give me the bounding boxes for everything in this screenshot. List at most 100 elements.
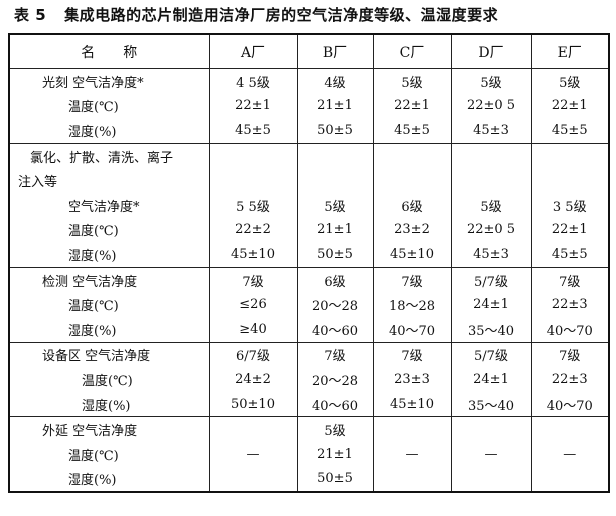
table-row: 湿度(%) 50±10 40～60 45±10 35～40 40～70 [8, 391, 610, 417]
table-caption: 集成电路的芯片制造用洁净厂房的空气洁净度等级、温湿度要求 [64, 6, 499, 24]
cell-plant-d: 24±1 [450, 367, 532, 392]
cell-plant-a [208, 142, 298, 169]
cell-plant-b: 20～28 [296, 292, 374, 317]
cell-plant-c: 7级 [372, 266, 452, 293]
cell-plant-c: 45±10 [372, 391, 452, 417]
cell-plant-b: 21±1 [296, 217, 374, 243]
cell-plant-c: 6级 [372, 192, 452, 218]
row-label: 光刻 空气洁净度* [8, 67, 210, 94]
cell-plant-d: 45±3 [450, 242, 532, 268]
table-title: 表 5 集成电路的芯片制造用洁净厂房的空气洁净度等级、温湿度要求 [14, 4, 498, 25]
table-row: 设备区 空气洁净度 6/7级 7级 7级 5/7级 7级 [8, 341, 610, 368]
cell-plant-d: 5/7级 [450, 266, 532, 293]
table-row: 温度(℃) 22±2 21±1 23±2 22±0 5 22±1 [8, 217, 610, 243]
cell-plant-e: — [530, 441, 610, 467]
cell-plant-e: 7级 [530, 341, 610, 368]
cell-plant-a [208, 416, 298, 442]
table-row: 湿度(%) 45±10 50±5 45±10 45±3 45±5 [8, 242, 610, 268]
cell-plant-b: 50±5 [296, 242, 374, 268]
cell-plant-d: 35～40 [450, 391, 532, 417]
cleanroom-requirements-table: 名 称 A厂 B厂 C厂 D厂 E厂 光刻 空气洁净度* 4 5级 4级 5级 5级 5级… [8, 33, 610, 494]
cell-plant-b: 20～28 [296, 367, 374, 392]
cell-plant-e: 22±3 [530, 292, 610, 317]
row-label: 设备区 空气洁净度 [8, 341, 210, 368]
table-row: 温度(℃) ≤26 20～28 18～28 24±1 22±3 [8, 292, 610, 317]
table-row: 湿度(%) 50±5 [8, 466, 610, 493]
cell-plant-d: 5级 [450, 67, 532, 94]
cell-plant-e [530, 466, 610, 493]
header-plant-b: B厂 [296, 34, 374, 69]
table-row: 湿度(%) 45±5 50±5 45±5 45±3 45±5 [8, 118, 610, 144]
header-name: 名 称 [8, 34, 210, 69]
cell-plant-b: 21±1 [296, 93, 374, 119]
cell-plant-b: 50±5 [296, 466, 374, 493]
cell-plant-a: 5 5级 [208, 192, 298, 218]
table-row: 温度(℃) —21±1— — — [8, 441, 610, 467]
row-label: 温度(℃) [8, 292, 210, 317]
header-plant-e: E厂 [530, 34, 610, 69]
cell-plant-c [372, 168, 452, 193]
cell-plant-b [296, 142, 374, 169]
cell-plant-a [208, 168, 298, 193]
row-label: 湿度(%) [8, 316, 210, 343]
cell-plant-b: 40～60 [296, 316, 374, 343]
cell-plant-d [450, 416, 532, 442]
cell-plant-a: 50±10 [208, 391, 298, 417]
cell-plant-c: 45±10 [372, 242, 452, 268]
cell-plant-b: 21±1 [296, 441, 374, 467]
cell-plant-e: 22±3 [530, 367, 610, 392]
table-row: 注入等 [8, 168, 610, 193]
cell-plant-c [372, 142, 452, 169]
cell-plant-d: 5级 [450, 192, 532, 218]
cell-plant-c: 45±5 [372, 118, 452, 144]
row-label: 湿度(%) [8, 391, 210, 417]
cell-plant-d [450, 466, 532, 493]
table-row: 光刻 空气洁净度* 4 5级 4级 5级 5级 5级 [8, 67, 610, 94]
cell-plant-e [530, 416, 610, 442]
table-number: 表 5 [14, 6, 47, 24]
cell-plant-d [450, 142, 532, 169]
cell-plant-e: 7级 [530, 266, 610, 293]
header-plant-d: D厂 [450, 34, 532, 69]
cell-plant-a: 7级 [208, 266, 298, 293]
cell-plant-e: 22±1 [530, 217, 610, 243]
cell-plant-d: 35～40 [450, 316, 532, 343]
cell-plant-a: 4 5级 [208, 67, 298, 94]
cell-plant-c: 5级 [372, 67, 452, 94]
cell-plant-b: 50±5 [296, 118, 374, 144]
cell-plant-d: 22±0 5 [450, 217, 532, 243]
cell-plant-c [372, 416, 452, 442]
row-label: 氯化、扩散、清洗、离子 [8, 142, 210, 169]
cell-plant-d: — [450, 441, 532, 467]
cell-plant-e [530, 168, 610, 193]
row-label: 湿度(%) [8, 118, 210, 144]
row-label: 温度(℃) [8, 441, 210, 467]
cell-plant-a: ≥40 [208, 316, 298, 343]
cell-plant-e [530, 142, 610, 169]
cell-plant-a: 45±5 [208, 118, 298, 144]
row-label: 外延 空气洁净度 [8, 416, 210, 442]
row-label: 温度(℃) [8, 217, 210, 243]
cell-plant-b: 5级 [296, 192, 374, 218]
cell-plant-e: 45±5 [530, 242, 610, 268]
cell-plant-c: — [372, 441, 452, 467]
cell-plant-c: 23±3 [372, 367, 452, 392]
header-row: 名 称 A厂 B厂 C厂 D厂 E厂 [8, 34, 610, 69]
table-row: 湿度(%) ≥40 40～60 40～70 35～40 40～70 [8, 316, 610, 343]
cell-plant-e: 22±1 [530, 93, 610, 119]
table-row: 外延 空气洁净度 5级 [8, 416, 610, 442]
cell-plant-b: 6级 [296, 266, 374, 293]
row-label: 注入等 [8, 168, 210, 193]
cell-plant-a: 6/7级 [208, 341, 298, 368]
row-label: 温度(℃) [8, 93, 210, 119]
cell-plant-d: 22±0 5 [450, 93, 532, 119]
row-label: 湿度(%) [8, 466, 210, 493]
row-label: 温度(℃) [8, 367, 210, 392]
cell-plant-e: 40～70 [530, 316, 610, 343]
cell-plant-c: 22±1 [372, 93, 452, 119]
cell-plant-e: 5级 [530, 67, 610, 94]
cell-plant-d: 45±3 [450, 118, 532, 144]
cell-plant-a: ≤26 [208, 292, 298, 317]
row-label: 空气洁净度* [8, 192, 210, 218]
cell-plant-b: 40～60 [296, 391, 374, 417]
